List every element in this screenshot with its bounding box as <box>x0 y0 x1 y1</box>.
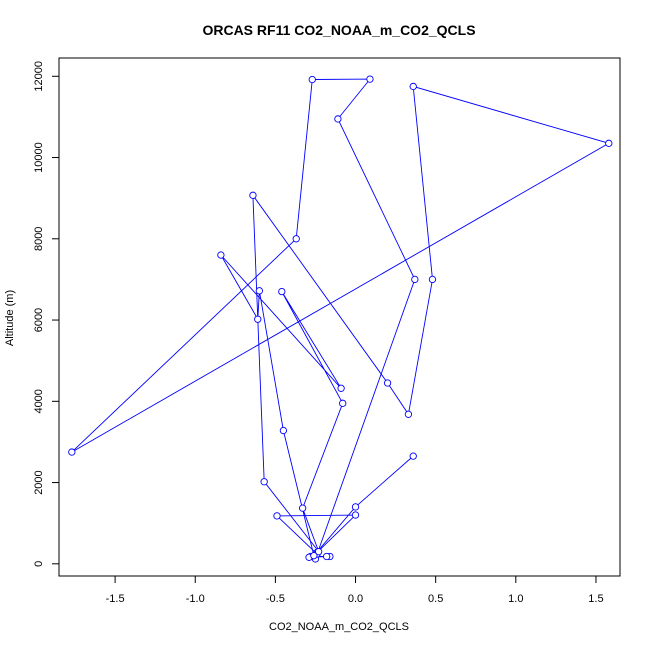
data-point <box>337 384 345 392</box>
data-point <box>383 379 392 387</box>
y-tick-label: 12000 <box>33 61 45 92</box>
series-line <box>71 78 610 560</box>
y-tick-label: 8000 <box>33 227 45 251</box>
plot-frame <box>58 57 621 577</box>
data-point <box>605 139 613 147</box>
y-axis: 0 2000 4000 6000 8000 10000 12000 <box>33 61 59 567</box>
x-tick-label: 0.0 <box>348 593 363 605</box>
data-point <box>254 315 262 323</box>
data-point <box>298 504 307 512</box>
y-tick-label: 6000 <box>33 308 45 332</box>
data-point <box>260 478 268 486</box>
data-point <box>255 287 264 295</box>
data-point <box>68 448 76 456</box>
data-point <box>279 426 288 435</box>
y-tick-label: 10000 <box>33 142 45 173</box>
x-tick-label: 1.0 <box>508 593 523 605</box>
data-point <box>308 75 316 84</box>
y-tick-label: 2000 <box>33 470 45 494</box>
x-axis: -1.5 -1.0 -0.5 0.0 0.5 1.0 1.5 <box>106 576 604 605</box>
data-point <box>428 275 437 284</box>
x-tick-label: -0.5 <box>266 593 285 605</box>
data-point <box>409 82 417 91</box>
data-point <box>366 75 374 83</box>
y-axis-label: Altitude (m) <box>4 290 16 346</box>
data-point <box>249 191 257 199</box>
data-point <box>339 399 347 407</box>
x-tick-label: 0.5 <box>428 593 443 605</box>
data-point <box>323 552 331 561</box>
data-point <box>315 547 323 556</box>
x-axis-label: CO2_NOAA_m_CO2_QCLS <box>269 621 409 633</box>
y-tick-label: 4000 <box>33 389 45 413</box>
x-tick-label: 1.5 <box>588 593 603 605</box>
data-point <box>404 410 413 418</box>
data-point <box>273 512 281 520</box>
data-point <box>351 511 360 519</box>
series-layer <box>68 75 613 563</box>
data-point <box>217 251 225 259</box>
x-tick-label: -1.0 <box>186 593 205 605</box>
data-point <box>411 275 419 284</box>
x-tick-label: -1.5 <box>106 593 125 605</box>
data-point <box>351 503 360 511</box>
data-point <box>292 235 300 243</box>
y-tick-label: 0 <box>33 561 45 567</box>
data-point <box>334 115 342 123</box>
data-point <box>278 287 286 296</box>
data-point <box>409 452 417 460</box>
data-point <box>310 552 318 560</box>
chart-title: ORCAS RF11 CO2_NOAA_m_CO2_QCLS <box>202 22 475 38</box>
